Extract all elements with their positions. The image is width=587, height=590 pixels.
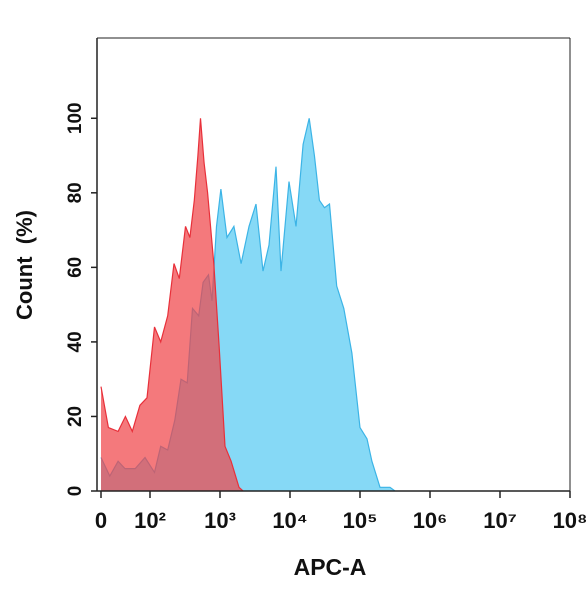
y-tick-label: 60 [65, 257, 86, 278]
x-tick-label: 10⁶ [413, 508, 448, 533]
y-tick-label: 20 [65, 406, 86, 427]
x-tick-label: 10⁷ [483, 508, 517, 533]
x-tick-label: 10⁴ [272, 508, 307, 533]
series-line [100, 118, 244, 492]
area-fill [101, 118, 395, 492]
x-tick-label: 10⁸ [553, 508, 587, 533]
y-tick-label: 0 [65, 486, 86, 497]
x-tick-label: 10² [134, 508, 166, 533]
x-tick-label: 10³ [204, 508, 236, 533]
x-axis-title: APC-A [294, 554, 367, 580]
y-tick-label: 100 [65, 102, 86, 134]
x-tick-label: 10⁵ [343, 508, 378, 533]
x-tick-label: 0 [95, 508, 107, 533]
y-tick-label: 40 [65, 331, 86, 352]
plot-area [100, 118, 396, 492]
y-tick-label: 80 [65, 182, 86, 203]
y-axis-title: Count (%) [12, 210, 37, 320]
area-fill [101, 118, 243, 492]
